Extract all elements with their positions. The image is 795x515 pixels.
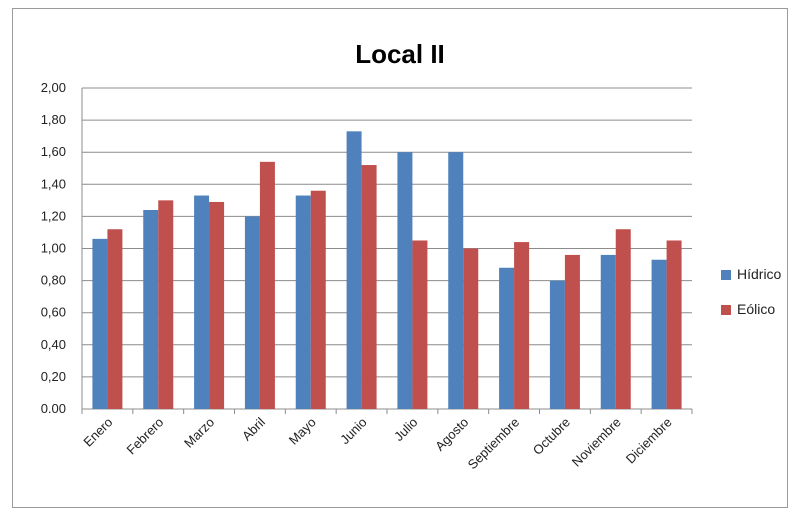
- y-tick-label: 1,00: [41, 241, 66, 256]
- bar-eolico: [259, 161, 275, 409]
- bar-eolico: [107, 229, 123, 409]
- y-tick-label: 1,60: [41, 144, 66, 159]
- chart-title: Local II: [355, 39, 445, 69]
- y-tick-label: 1,40: [41, 176, 66, 191]
- bar-eolico: [158, 200, 174, 409]
- bar-hidrico: [600, 254, 616, 409]
- bar-hidrico: [651, 259, 667, 409]
- legend-swatch: [721, 305, 731, 315]
- bar-hidrico: [295, 195, 311, 409]
- x-tick-label: Octubre: [530, 415, 573, 458]
- y-tick-label: 0,20: [41, 369, 66, 384]
- legend-label: Hídrico: [737, 266, 782, 282]
- legend-swatch: [721, 270, 731, 280]
- bar-hidrico: [499, 267, 515, 409]
- bar-hidrico: [244, 216, 260, 409]
- x-tick-label: Noviembre: [569, 415, 624, 470]
- y-tick-label: 0.00: [41, 401, 66, 416]
- x-tick-label: Junio: [337, 415, 370, 448]
- x-tick-label: Enero: [80, 415, 115, 450]
- x-tick-label: Julio: [391, 415, 421, 445]
- x-tick-label: Febrero: [124, 415, 167, 458]
- bar-eolico: [666, 240, 682, 409]
- bar-eolico: [412, 240, 428, 409]
- bar-hidrico: [194, 195, 210, 409]
- bar-hidrico: [397, 152, 413, 409]
- x-tick-label: Abril: [239, 414, 268, 443]
- bar-eolico: [310, 190, 326, 409]
- y-tick-label: 1,20: [41, 208, 66, 223]
- y-tick-label: 2,00: [41, 80, 66, 95]
- bar-hidrico: [346, 131, 362, 409]
- bar-hidrico: [143, 209, 159, 409]
- bar-eolico: [361, 165, 377, 409]
- bar-eolico: [463, 248, 479, 409]
- bar-eolico: [209, 201, 225, 409]
- bar-eolico: [615, 229, 631, 409]
- y-tick-label: 1,80: [41, 112, 66, 127]
- x-tick-label: Septiembre: [465, 415, 523, 473]
- y-tick-label: 0,80: [41, 273, 66, 288]
- bar-eolico: [564, 254, 580, 409]
- bar-hidrico: [448, 152, 464, 409]
- y-tick-label: 0,60: [41, 305, 66, 320]
- legend-label: Eólico: [737, 301, 775, 317]
- bar-hidrico: [549, 280, 565, 409]
- bar-hidrico: [92, 238, 108, 409]
- bar-eolico: [514, 242, 530, 409]
- x-tick-label: Diciembre: [623, 415, 675, 467]
- x-tick-label: Mayo: [286, 415, 319, 448]
- x-tick-label: Agosto: [432, 415, 471, 454]
- y-tick-label: 0,40: [41, 337, 66, 352]
- x-tick-label: Marzo: [181, 415, 217, 451]
